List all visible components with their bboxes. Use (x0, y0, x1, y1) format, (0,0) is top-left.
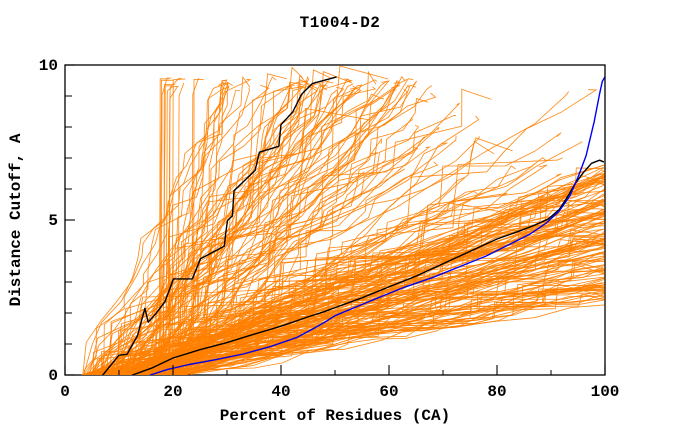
svg-text:Percent of Residues (CA): Percent of Residues (CA) (220, 407, 450, 425)
svg-text:20: 20 (163, 383, 182, 401)
svg-text:10: 10 (39, 57, 58, 75)
svg-text:100: 100 (591, 383, 620, 401)
svg-text:60: 60 (379, 383, 398, 401)
svg-text:80: 80 (487, 383, 506, 401)
svg-text:5: 5 (48, 212, 58, 230)
svg-text:0: 0 (60, 383, 70, 401)
svg-text:Distance Cutoff, A: Distance Cutoff, A (7, 133, 25, 306)
svg-text:0: 0 (48, 367, 58, 385)
svg-text:40: 40 (271, 383, 290, 401)
